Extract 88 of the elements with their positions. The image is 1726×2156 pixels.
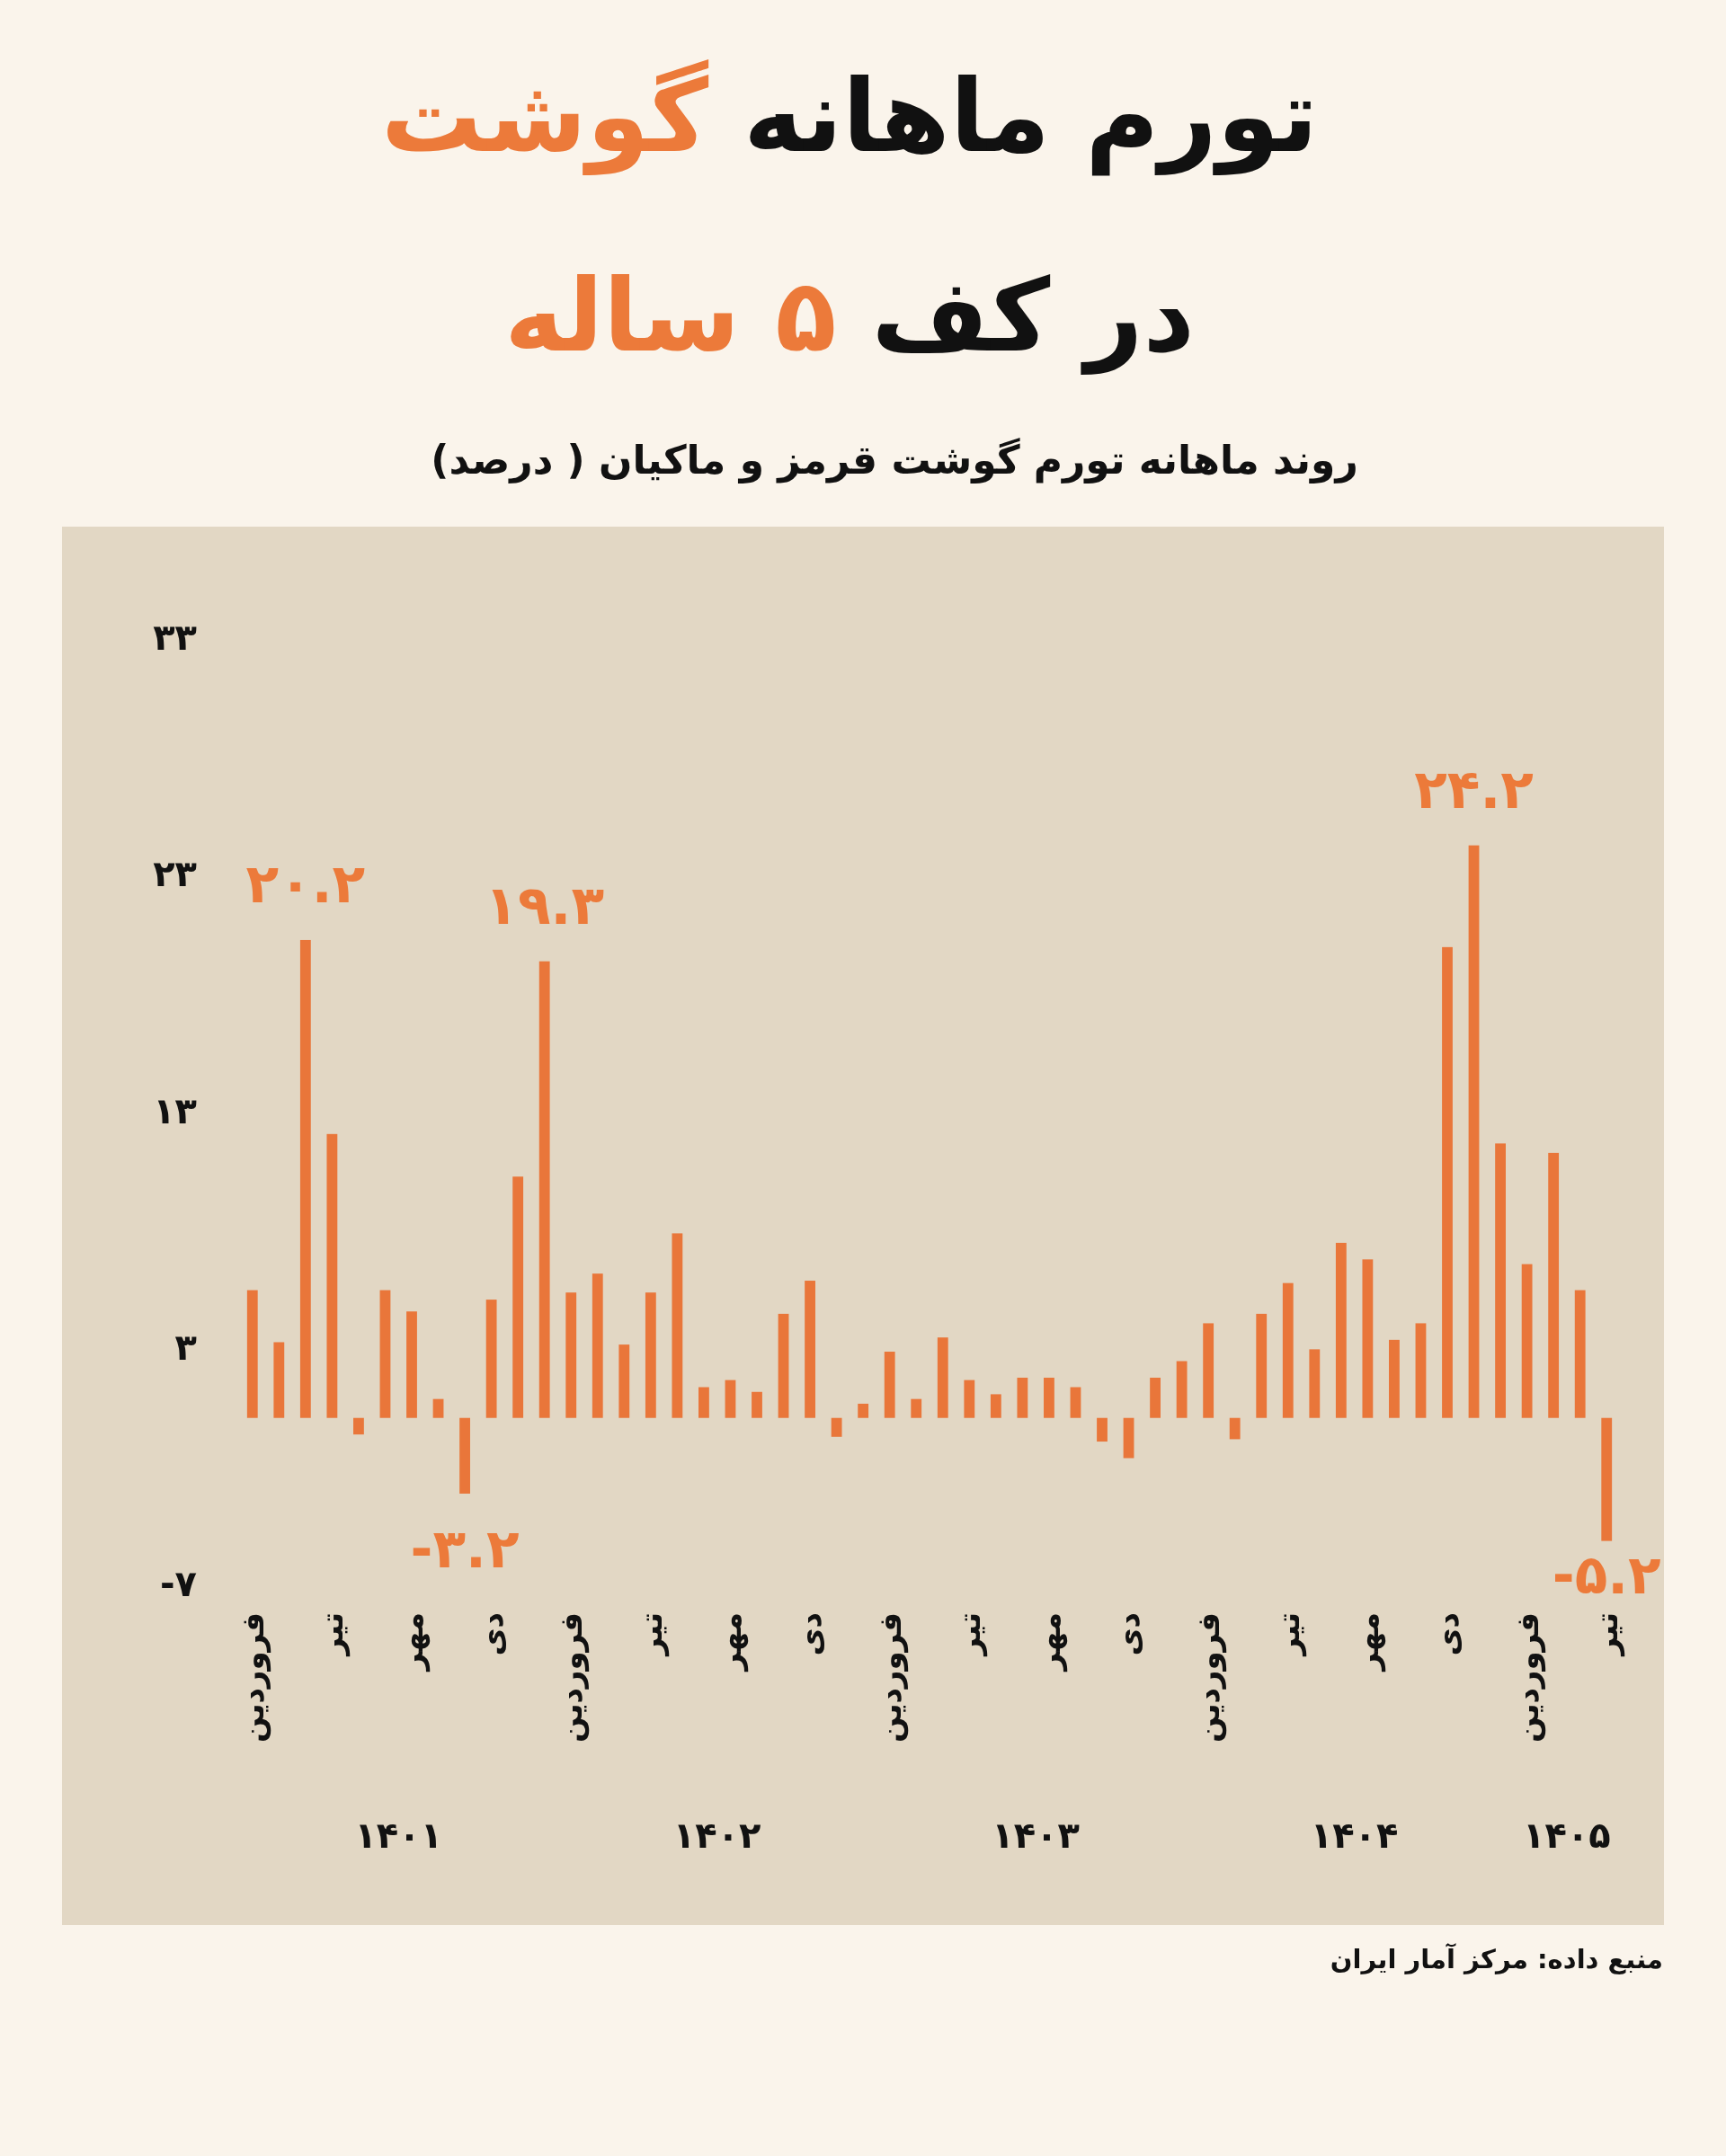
bar xyxy=(1256,1313,1268,1418)
bar xyxy=(1468,845,1480,1418)
text: منبع داده: مرکز آمار ایران xyxy=(1330,1943,1663,1974)
bar xyxy=(1017,1377,1028,1418)
bar xyxy=(698,1387,709,1418)
bar xyxy=(1548,1152,1560,1418)
bar xyxy=(353,1417,364,1435)
bar xyxy=(858,1403,869,1418)
chart-subtitle: روند ماهانه تورم گوشت قرمز و ماکیان ( درصد) xyxy=(431,437,1358,484)
bar xyxy=(1495,1143,1506,1418)
bar xyxy=(645,1292,656,1418)
x-tick-label: مهر xyxy=(393,1612,431,1672)
x-tick-label: دی xyxy=(473,1612,510,1656)
bar xyxy=(1282,1282,1294,1418)
y-tick-label: ۳۳ xyxy=(153,617,197,658)
y-tick-label: ۲۳ xyxy=(153,853,197,895)
x-tick-label: تیر xyxy=(1269,1612,1307,1657)
bar xyxy=(911,1398,922,1418)
x-tick-label: فروردین xyxy=(1508,1612,1546,1743)
bar xyxy=(937,1337,948,1418)
bar xyxy=(1044,1377,1054,1418)
bar xyxy=(618,1344,630,1418)
bar xyxy=(805,1281,815,1418)
bar xyxy=(538,961,550,1418)
bar xyxy=(672,1233,683,1418)
x-tick-label: مهر xyxy=(1349,1612,1387,1672)
bar xyxy=(1309,1349,1321,1418)
bar xyxy=(432,1398,444,1418)
bar xyxy=(1150,1377,1161,1418)
bar xyxy=(406,1311,417,1418)
y-tick-label: ۳ xyxy=(174,1326,197,1368)
text: ۱۴۰۱ xyxy=(354,1814,443,1856)
text: ۱۴۰۲ xyxy=(672,1814,761,1856)
bar xyxy=(246,1290,258,1418)
x-tick-label: دی xyxy=(1110,1612,1147,1656)
data-label: ۲۴.۲ xyxy=(1414,757,1534,821)
data-label: -۳.۲ xyxy=(410,1516,520,1580)
x-tick-label: تیر xyxy=(1588,1612,1626,1657)
bar xyxy=(725,1380,736,1418)
bar xyxy=(485,1300,497,1418)
bar xyxy=(1203,1323,1214,1418)
bar xyxy=(884,1352,895,1418)
x-tick-label: تیر xyxy=(951,1612,989,1657)
y-tick-label: -۷ xyxy=(159,1563,197,1604)
bar xyxy=(964,1380,975,1418)
x-tick-label: مهر xyxy=(1030,1612,1068,1672)
bar xyxy=(1362,1259,1374,1418)
bar xyxy=(592,1273,603,1418)
chart-title: تورم ماهانه گوشت در کف ۵ ساله xyxy=(381,58,1318,374)
bar xyxy=(1123,1417,1134,1459)
y-tick-label: ۱۳ xyxy=(153,1089,197,1131)
bar xyxy=(1574,1290,1586,1418)
bar xyxy=(459,1417,470,1494)
x-tick-label: مهر xyxy=(712,1612,750,1672)
bar xyxy=(565,1292,577,1418)
x-tick-label: فروردین xyxy=(234,1612,271,1743)
bar xyxy=(1601,1417,1613,1541)
bar xyxy=(512,1176,524,1418)
bar xyxy=(379,1290,391,1418)
data-label: ۱۹.۳ xyxy=(485,873,605,936)
text: ۱۴۰۵ xyxy=(1523,1814,1611,1856)
bar xyxy=(1442,946,1453,1418)
bar xyxy=(273,1342,285,1418)
data-label: -۵.۲ xyxy=(1552,1542,1661,1606)
bar xyxy=(990,1394,1001,1418)
text: ۱۴۰۴ xyxy=(1310,1814,1399,1856)
bar xyxy=(1229,1417,1241,1440)
data-label: ۲۰.۲ xyxy=(245,851,366,915)
bar xyxy=(299,939,311,1418)
bar xyxy=(1521,1264,1533,1418)
bar xyxy=(1335,1242,1347,1418)
bar xyxy=(1070,1387,1081,1418)
bar xyxy=(778,1313,789,1418)
x-tick-label: فروردین xyxy=(871,1612,909,1743)
x-tick-label: فروردین xyxy=(1190,1612,1228,1743)
bar xyxy=(326,1133,338,1418)
x-tick-label: دی xyxy=(791,1612,828,1656)
x-tick-label: تیر xyxy=(314,1612,351,1657)
text: ۱۴۰۳ xyxy=(992,1814,1080,1856)
bar xyxy=(1389,1339,1400,1418)
bar xyxy=(1176,1361,1188,1418)
bar xyxy=(1097,1417,1108,1442)
bar xyxy=(831,1417,842,1437)
bar xyxy=(752,1391,762,1418)
bar xyxy=(1415,1323,1427,1418)
x-tick-label: دی xyxy=(1428,1612,1465,1656)
x-tick-label: فروردین xyxy=(553,1612,591,1743)
x-tick-label: تیر xyxy=(632,1612,670,1657)
